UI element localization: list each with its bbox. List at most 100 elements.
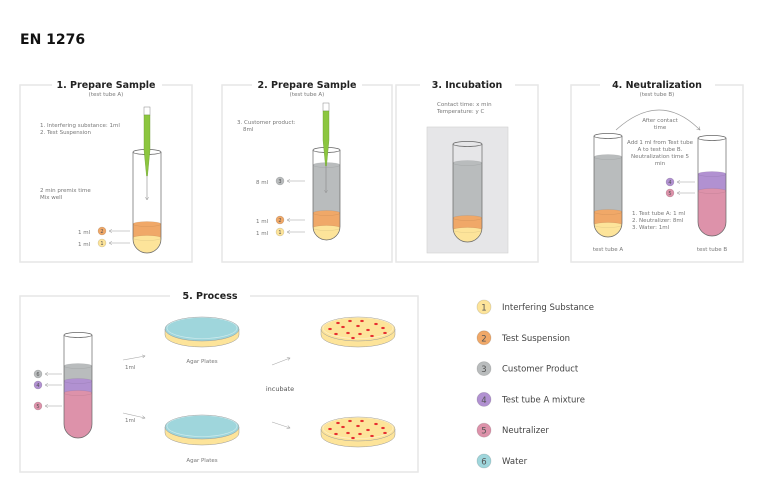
- liquid-layer: [453, 230, 482, 242]
- legend-number: 3: [481, 365, 486, 375]
- colony: [346, 431, 350, 435]
- colony: [366, 328, 370, 332]
- legend-swatch: [476, 453, 492, 469]
- colony: [336, 321, 340, 325]
- panel2-step1: 3. Customer product:: [237, 120, 296, 126]
- legend-label: Test tube A mixture: [501, 395, 585, 405]
- panel5-title: 5. Process: [182, 291, 237, 302]
- panel5-ml1: 1ml: [125, 365, 136, 371]
- colony: [374, 422, 378, 426]
- colony: [383, 431, 387, 435]
- panel4-subtitle: (test tube B): [640, 92, 675, 98]
- panel2-label-2: 1 ml: [256, 219, 269, 225]
- svg-text:5: 5: [36, 404, 39, 410]
- liquid-layer: [133, 238, 161, 253]
- panel4-list1: 1. Test tube A: 1 ml: [632, 211, 686, 217]
- panel3-title: 3. Incubation: [432, 80, 503, 91]
- legend-item: 6 Water: [476, 453, 528, 469]
- panel1-title: 1. Prepare Sample: [57, 80, 156, 91]
- svg-text:5: 5: [668, 191, 671, 197]
- colony: [334, 332, 338, 336]
- panel-prepare-sample-1: [19, 84, 193, 263]
- panel2-step1b: 8ml: [243, 127, 254, 133]
- svg-text:2: 2: [100, 229, 103, 235]
- legend-swatch: [476, 391, 492, 407]
- svg-text:6: 6: [36, 372, 39, 378]
- colony: [356, 424, 360, 428]
- legend-label: Customer Product: [502, 365, 579, 375]
- legend-badge-3: 3: [275, 176, 305, 186]
- panel4-list3: 3. Water: 1ml: [632, 225, 670, 231]
- legend: 1 Interfering Substance 2 Test Suspension 3 C…: [476, 299, 594, 469]
- legend-badge-1: 1: [275, 227, 305, 237]
- panel1-step1: 1. Interfering substance: 1ml: [40, 123, 120, 129]
- page-title: EN 1276: [20, 32, 85, 48]
- svg-text:4: 4: [668, 180, 671, 186]
- panel3-line1: Contact time: x min: [437, 102, 492, 108]
- colony: [328, 427, 332, 431]
- panel2-title: 2. Prepare Sample: [258, 80, 357, 91]
- test-tube: [132, 106, 162, 254]
- panel5-agar2: Agar Plates: [186, 458, 217, 464]
- panel1-note2: Mix well: [40, 195, 63, 201]
- test-tube: [63, 332, 93, 439]
- panel5-incubate: incubate: [266, 385, 294, 393]
- legend-item: 1 Interfering Substance: [476, 299, 594, 315]
- colony: [346, 331, 350, 335]
- colony: [374, 322, 378, 326]
- liquid-layer: [64, 393, 92, 438]
- transfer-arrow: [615, 109, 700, 130]
- colony: [341, 425, 345, 429]
- liquid-layer: [313, 228, 340, 241]
- legend-number: 2: [481, 334, 486, 344]
- colony: [356, 324, 360, 328]
- colony: [336, 421, 340, 425]
- legend-label: Water: [502, 457, 528, 467]
- legend-number: 1: [481, 304, 486, 314]
- colony: [370, 434, 374, 438]
- legend-badge-5: 5: [665, 188, 695, 198]
- panel4-add2: A to test tube B.: [638, 147, 683, 153]
- colony: [358, 432, 362, 436]
- legend-label: Interfering Substance: [502, 303, 594, 313]
- colony: [348, 419, 352, 423]
- panel1-label-2: 1 ml: [78, 230, 91, 236]
- panel4-list2: 2. Neutralizer: 8ml: [632, 218, 684, 224]
- svg-text:1: 1: [278, 230, 281, 236]
- panel4-tube-a-label: test tube A: [593, 247, 624, 253]
- legend-badge-2: 2: [97, 226, 130, 236]
- panel4-after1: After contact: [642, 118, 678, 124]
- panel3-line2: Temperature: y C: [436, 109, 484, 115]
- panel1-step2: 2. Test Suspension: [40, 130, 92, 136]
- legend-item: 4 Test tube A mixture: [476, 391, 585, 407]
- panel4-add3: Neutralization time 5: [631, 154, 690, 160]
- test-tube: [697, 135, 727, 237]
- panel1-subtitle: (test tube A): [89, 92, 124, 98]
- colony: [351, 436, 355, 440]
- colony: [366, 428, 370, 432]
- panel4-after2: time: [654, 125, 667, 131]
- colony: [370, 334, 374, 338]
- panel4-title: 4. Neutralization: [612, 80, 702, 91]
- colony: [348, 319, 352, 323]
- colony: [381, 326, 385, 330]
- legend-label: Neutralizer: [502, 426, 549, 436]
- svg-text:4: 4: [36, 383, 39, 389]
- legend-badge-5: 5: [33, 401, 62, 411]
- pipette: [143, 114, 151, 177]
- panel5-ml2: 1ml: [125, 418, 136, 424]
- colony: [360, 419, 364, 423]
- svg-text:3: 3: [278, 179, 281, 185]
- panel4-tube-b-label: test tube B: [697, 247, 728, 253]
- colony: [381, 426, 385, 430]
- legend-swatch: [476, 299, 492, 315]
- agar-plate-with-colonies: [320, 416, 396, 448]
- legend-number: 5: [481, 427, 486, 437]
- agar-plate-with-colonies: [320, 316, 396, 348]
- colony: [351, 336, 355, 340]
- svg-text:2: 2: [278, 218, 281, 224]
- panel1-label-1: 1 ml: [78, 242, 91, 248]
- test-tube: [593, 133, 623, 238]
- legend-label: Test Suspension: [501, 334, 570, 344]
